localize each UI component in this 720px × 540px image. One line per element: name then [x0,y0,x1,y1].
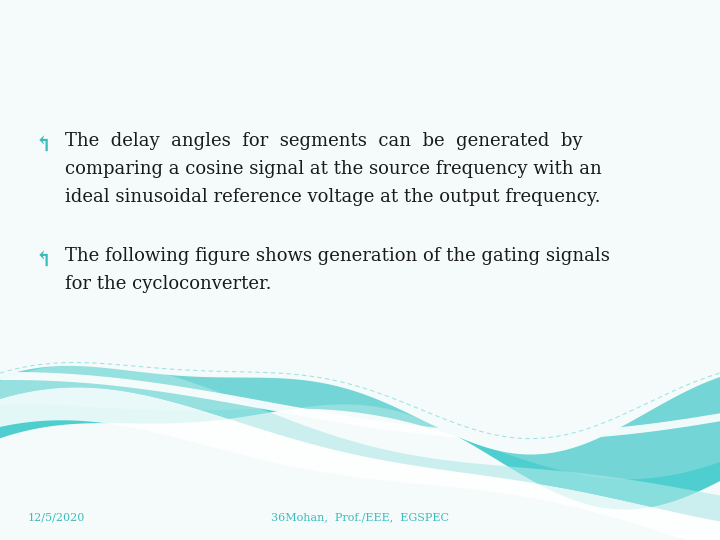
Text: 12/5/2020: 12/5/2020 [28,512,86,522]
Text: ideal sinusoidal reference voltage at the output frequency.: ideal sinusoidal reference voltage at th… [65,188,600,206]
Text: ↰: ↰ [35,250,53,270]
Text: comparing a cosine signal at the source frequency with an: comparing a cosine signal at the source … [65,160,602,178]
Text: 36Mohan,  Prof./EEE,  EGSPEC: 36Mohan, Prof./EEE, EGSPEC [271,512,449,522]
Text: The following figure shows generation of the gating signals: The following figure shows generation of… [65,247,610,265]
Text: ↰: ↰ [35,135,53,155]
Text: for the cycloconverter.: for the cycloconverter. [65,275,271,293]
Text: The  delay  angles  for  segments  can  be  generated  by: The delay angles for segments can be gen… [65,132,582,150]
